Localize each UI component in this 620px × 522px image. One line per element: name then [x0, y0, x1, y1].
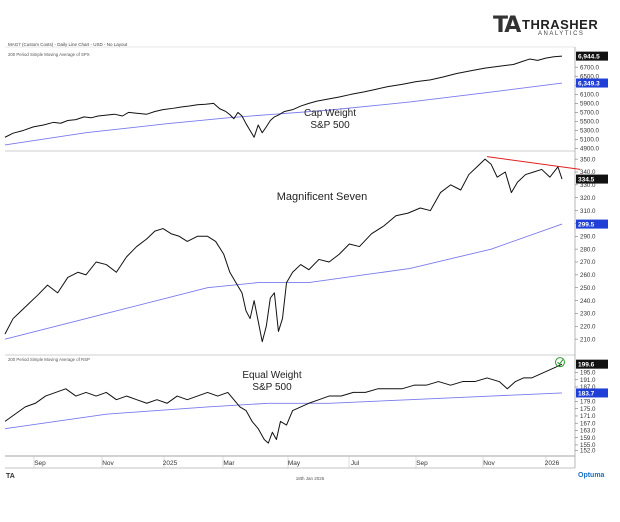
y-tick-label: 220.0	[580, 323, 596, 330]
brand-subtitle: ANALYTICS	[538, 31, 585, 37]
x-tick-label: Mar	[223, 460, 235, 467]
y-tick-label: 310.0	[580, 208, 596, 215]
y-tick-label: 260.0	[580, 272, 596, 279]
cap-weight-price-line	[4, 55, 563, 138]
y-tick-label: 187.0	[580, 384, 596, 391]
x-tick-label: 2026	[545, 460, 560, 467]
equal-weight-moving-average-value-label: 183.7	[576, 388, 608, 398]
y-tick-label: 230.0	[580, 311, 596, 318]
y-tick-label: 5100.0	[580, 137, 599, 144]
optuma-logo: Optuma	[578, 472, 605, 479]
y-tick-label: 350.0	[580, 156, 596, 163]
y-tick-label: 240.0	[580, 298, 596, 305]
y-tick-label: 320.0	[580, 195, 596, 202]
svg-text:183.7: 183.7	[578, 390, 595, 397]
check-icon	[555, 357, 565, 368]
svg-text:6,944.5: 6,944.5	[578, 54, 600, 61]
y-tick-label: 5700.0	[580, 110, 599, 117]
cap-weight-last-price-label: 6,944.5	[576, 51, 608, 61]
x-tick-label: Jul	[351, 460, 360, 467]
y-tick-label: 152.0	[580, 448, 596, 455]
y-tick-label: 280.0	[580, 246, 596, 253]
magnificent-seven-annotation: Magnificent Seven	[277, 191, 368, 203]
cap-weight-panel: 6700.06500.06300.06100.05900.05700.05500…	[4, 51, 608, 153]
x-tick-label: Sep	[416, 460, 428, 467]
footer-date: 18th Jan 2026	[295, 476, 325, 481]
cap-weight-moving-average-line	[4, 82, 563, 146]
y-tick-label: 250.0	[580, 285, 596, 292]
magnificent-seven-moving-average-line	[4, 223, 563, 340]
magnificent-seven-last-price-label: 334.5	[576, 174, 608, 184]
y-tick-label: 191.0	[580, 377, 596, 384]
magnificent-seven-panel: 350.0340.0330.0320.0310.0300.0290.0280.0…	[4, 156, 608, 343]
y-tick-label: 155.0	[580, 442, 596, 449]
y-tick-label: 4900.0	[580, 146, 599, 153]
x-tick-label: Nov	[483, 460, 495, 467]
x-tick-label: Nov	[102, 460, 114, 467]
cap-weight-moving-average-value-label: 6,349.3	[576, 78, 608, 88]
chart-header-text: MAG7 (Custom Costs) - Daily Line Chart -…	[8, 42, 128, 47]
svg-text:299.5: 299.5	[578, 222, 595, 229]
y-tick-label: 210.0	[580, 336, 596, 343]
magnificent-seven-moving-average-value-label: 299.5	[576, 219, 608, 229]
cap-weight-annotation: Cap Weight	[304, 108, 356, 119]
cap-weight-ma-caption: 200 Period Simple Moving Average of SPX	[8, 52, 90, 57]
equal-weight-annotation: S&P 500	[252, 382, 292, 393]
y-tick-label: 167.0	[580, 420, 596, 427]
y-tick-label: 175.0	[580, 406, 596, 413]
y-tick-label: 6100.0	[580, 92, 599, 99]
y-tick-label: 5300.0	[580, 128, 599, 135]
equal-weight-price-line	[4, 363, 563, 444]
svg-text:334.5: 334.5	[578, 177, 595, 184]
brand-logo-mark: TA	[493, 13, 521, 38]
y-tick-label: 159.0	[580, 435, 596, 442]
y-tick-label: 195.0	[580, 370, 596, 377]
x-tick-label: Sep	[34, 460, 46, 467]
svg-text:6,349.3: 6,349.3	[578, 81, 600, 88]
y-tick-label: 5900.0	[580, 101, 599, 108]
y-tick-label: 6500.0	[580, 73, 599, 80]
y-tick-label: 171.0	[580, 413, 596, 420]
x-tick-label: 2025	[163, 460, 178, 467]
y-tick-label: 5500.0	[580, 119, 599, 126]
svg-text:199.6: 199.6	[578, 362, 595, 369]
footer-logo-mark: TA	[6, 473, 15, 480]
equal-weight-ma-caption: 200 Period Simple Moving Average of RSP	[8, 357, 90, 362]
equal-weight-annotation: Equal Weight	[242, 370, 302, 381]
y-tick-label: 270.0	[580, 259, 596, 266]
y-tick-label: 163.0	[580, 428, 596, 435]
cap-weight-annotation: S&P 500	[310, 120, 350, 131]
y-tick-label: 179.0	[580, 399, 596, 406]
y-tick-label: 6700.0	[580, 64, 599, 71]
equal-weight-last-price-label: 199.6	[576, 359, 608, 369]
equal-weight-moving-average-line	[4, 392, 563, 430]
y-tick-label: 290.0	[580, 233, 596, 240]
resistance-trendline	[486, 156, 581, 170]
x-tick-label: May	[288, 460, 301, 467]
brand-name: THRASHER	[522, 17, 599, 32]
magnificent-seven-price-line	[4, 158, 563, 343]
y-tick-label: 330.0	[580, 182, 596, 189]
y-tick-label: 340.0	[580, 169, 596, 176]
